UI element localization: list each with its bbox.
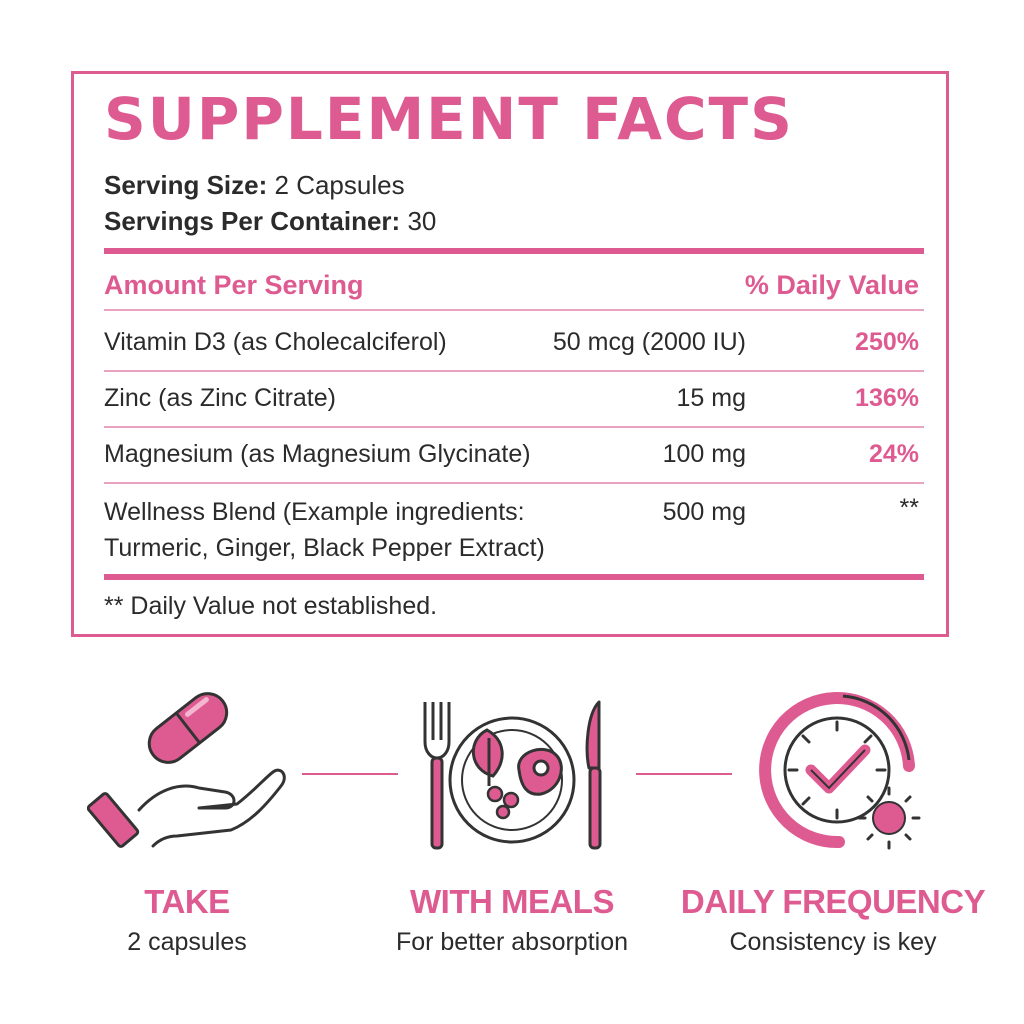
servings-per-container-value: 30 bbox=[407, 206, 437, 236]
nutrient-name-line1: Wellness Blend (Example ingredients: bbox=[104, 498, 525, 526]
step-daily-frequency: DAILY FREQUENCY Consistency is key bbox=[673, 690, 993, 960]
step-title: WITH MEALS bbox=[410, 883, 614, 920]
nutrient-amount: 50 mcg (2000 IU) bbox=[552, 328, 746, 356]
serving-size: Serving Size: 2 Capsules bbox=[104, 172, 405, 198]
divider bbox=[104, 370, 924, 372]
step-title: DAILY FREQUENCY bbox=[680, 883, 986, 920]
nutrient-daily-value: 24% bbox=[868, 440, 919, 468]
step-with-meals: WITH MEALS For better absorption bbox=[352, 690, 672, 960]
servings-per-container-label: Servings Per Container: bbox=[104, 206, 401, 236]
step-subtitle: 2 capsules bbox=[127, 928, 247, 956]
step-title: TAKE bbox=[144, 883, 230, 920]
nutrient-daily-value: ** bbox=[899, 494, 919, 522]
footnote: ** Daily Value not established. bbox=[104, 592, 438, 620]
nutrient-amount: 15 mg bbox=[676, 384, 746, 412]
hand-capsule-icon bbox=[87, 692, 286, 848]
amount-per-serving-header: Amount Per Serving bbox=[104, 270, 364, 300]
nutrient-amount: 500 mg bbox=[662, 498, 746, 526]
daily-value-header: % Daily Value bbox=[744, 270, 919, 300]
step-connector bbox=[636, 773, 732, 775]
nutrient-name: Vitamin D3 (as Cholecalciferol) bbox=[104, 328, 447, 356]
nutrient-daily-value: 250% bbox=[855, 328, 919, 356]
step-subtitle: For better absorption bbox=[395, 928, 629, 956]
divider-thick bbox=[104, 574, 924, 580]
step-subtitle: Consistency is key bbox=[729, 928, 937, 956]
servings-per-container: Servings Per Container: 30 bbox=[104, 208, 436, 234]
nutrient-name: Zinc (as Zinc Citrate) bbox=[104, 384, 336, 412]
nutrient-amount: 100 mg bbox=[662, 440, 746, 468]
supplement-facts-panel: SUPPLEMENT FACTS Serving Size: 2 Capsule… bbox=[71, 71, 949, 637]
serving-size-value: 2 Capsules bbox=[274, 170, 405, 200]
divider bbox=[104, 482, 924, 484]
plate-fork-knife-icon bbox=[423, 700, 602, 850]
step-take: TAKE 2 capsules bbox=[27, 690, 347, 960]
divider bbox=[104, 426, 924, 428]
nutrient-name-line2: Turmeric, Ginger, Black Pepper Extract) bbox=[104, 534, 545, 562]
step-connector bbox=[302, 773, 398, 775]
clock-sun-icon bbox=[759, 692, 921, 850]
nutrient-daily-value: 136% bbox=[855, 384, 919, 412]
nutrient-row: Wellness Blend (Example ingredients: Tur… bbox=[74, 494, 946, 570]
divider bbox=[104, 309, 924, 311]
facts-title: SUPPLEMENT FACTS bbox=[104, 85, 794, 153]
divider-thick bbox=[104, 248, 924, 254]
serving-size-label: Serving Size: bbox=[104, 170, 268, 200]
nutrient-name: Magnesium (as Magnesium Glycinate) bbox=[104, 440, 531, 468]
